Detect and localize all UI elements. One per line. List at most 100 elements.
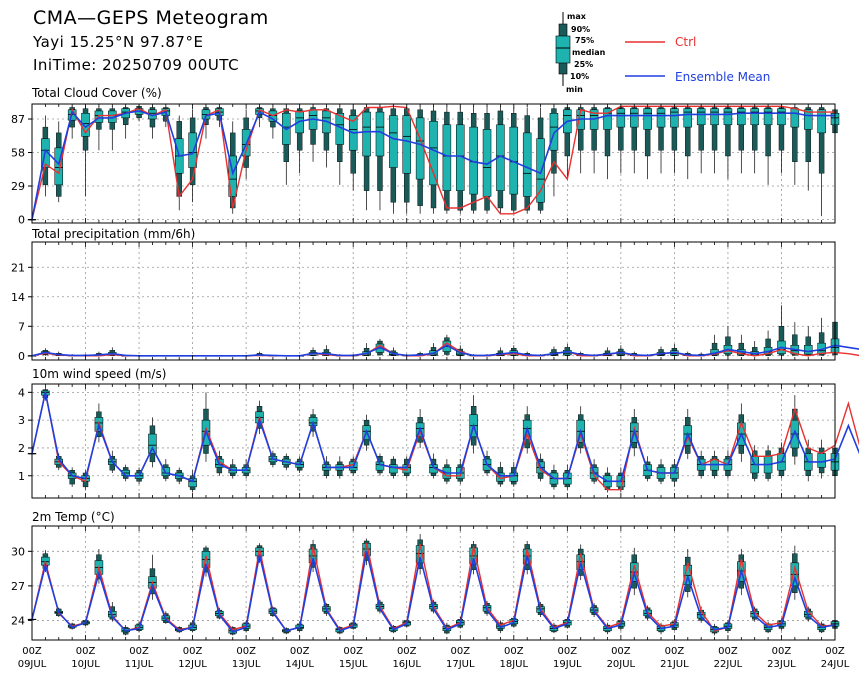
box-plot xyxy=(616,345,626,356)
mean-line xyxy=(31,110,835,220)
box-p25-p75 xyxy=(603,108,612,130)
box-plot xyxy=(536,107,545,214)
panel-title: Total Cloud Cover (%) xyxy=(31,86,162,100)
box-p25-p75 xyxy=(549,112,559,151)
box-p25-p75 xyxy=(696,108,706,126)
box-plot xyxy=(81,106,90,197)
legend-max-label: max xyxy=(567,12,587,21)
x-tick-label-date: 21JUL xyxy=(660,659,689,670)
box-p10-p90 xyxy=(792,107,798,162)
box-plot xyxy=(670,343,679,356)
y-tick-label: 27 xyxy=(11,580,25,593)
box-p25-p75 xyxy=(777,108,786,126)
x-tick-label-time: 00Z xyxy=(236,646,256,657)
x-tick-label-date: 16JUL xyxy=(392,659,421,670)
box-p10-p90 xyxy=(752,107,758,151)
box-p25-p75 xyxy=(803,345,813,355)
x-tick-label-time: 00Z xyxy=(772,646,792,657)
y-tick-label: 14 xyxy=(11,291,25,304)
box-plot xyxy=(322,106,331,168)
x-tick-label-time: 00Z xyxy=(558,646,578,657)
box-plot xyxy=(576,544,585,581)
box-p10-p90 xyxy=(818,107,825,174)
box-p25-p75 xyxy=(442,124,452,191)
x-tick-label-date: 18JUL xyxy=(500,659,529,670)
box-plot xyxy=(94,106,104,151)
box-p25-p75 xyxy=(750,108,759,126)
legend: max 90% 75% median 25% 10% min Ctrl Ense… xyxy=(555,12,770,94)
legend-ctrl-label: Ctrl xyxy=(675,35,696,49)
box-p25-p75 xyxy=(362,111,371,157)
x-tick-label-date: 20JUL xyxy=(607,659,636,670)
y-tick-label: 0 xyxy=(18,214,25,227)
y-tick-label: 30 xyxy=(11,545,25,558)
box-plot xyxy=(656,106,666,174)
box-plot xyxy=(549,106,559,197)
box-plot xyxy=(282,106,291,185)
box-plot xyxy=(402,106,411,214)
x-tick-label-time: 00Z xyxy=(611,646,631,657)
box-p10-p90 xyxy=(631,107,637,151)
x-tick-label-date: 23JUL xyxy=(767,659,796,670)
y-tick-label: 29 xyxy=(11,180,25,193)
panels: Total Cloud Cover (%) 0 29 58 87 Total precip… xyxy=(11,86,859,641)
box-p25-p75 xyxy=(670,108,679,128)
box-plot xyxy=(710,106,719,174)
box-p25-p75 xyxy=(803,109,813,130)
box-plot xyxy=(41,115,50,197)
box-plot xyxy=(108,106,117,151)
y-tick-label: 0 xyxy=(18,350,25,363)
box-plot xyxy=(148,106,157,139)
box-plot xyxy=(415,106,425,214)
box-plot xyxy=(723,106,733,180)
box-plot xyxy=(790,545,800,600)
x-tick-label-date: 09JUL xyxy=(18,659,47,670)
panel-title: 2m Temp (°C) xyxy=(32,510,115,524)
box-plot xyxy=(161,459,171,482)
box-plot xyxy=(41,550,50,573)
box-plot xyxy=(576,106,585,174)
mean-line xyxy=(31,551,836,633)
panel-2: 10m wind speed (m/s) 1 2 3 4 xyxy=(18,367,859,499)
x-tick-label-time: 00Z xyxy=(397,646,417,657)
box-p25-p75 xyxy=(415,117,425,180)
panel-0: Total Cloud Cover (%) 0 29 58 87 xyxy=(11,86,840,227)
location-label: Yayi 15.25°N 97.87°E xyxy=(32,33,203,51)
box-plot xyxy=(362,106,371,211)
x-tick-label-date: 13JUL xyxy=(232,659,261,670)
panel-title: 10m wind speed (m/s) xyxy=(32,367,166,381)
box-plot xyxy=(429,106,438,214)
legend-p90-label: 90% xyxy=(571,25,590,34)
box-plot xyxy=(750,106,759,174)
box-p25-p75 xyxy=(389,115,398,168)
box-plot xyxy=(817,439,826,479)
x-tick-label-date: 15JUL xyxy=(339,659,368,670)
legend-median-label: median xyxy=(572,48,606,57)
box-plot xyxy=(442,106,452,214)
box-p10-p90 xyxy=(685,107,691,157)
box-plot xyxy=(148,417,157,468)
box-plot xyxy=(803,106,813,191)
y-tick-label: 21 xyxy=(11,261,25,274)
box-plot xyxy=(737,106,746,174)
legend-box-inner xyxy=(555,35,571,64)
y-tick-label: 7 xyxy=(18,320,25,333)
box-p25-p75 xyxy=(817,109,826,134)
init-time-label: IniTime: 20250709 00UTC xyxy=(33,56,239,74)
box-plot xyxy=(790,106,800,185)
x-tick-label-date: 24JUL xyxy=(821,659,850,670)
box-plot xyxy=(777,106,786,174)
box-p25-p75 xyxy=(54,147,64,186)
box-p25-p75 xyxy=(790,108,800,128)
legend-p25-label: 25% xyxy=(574,60,593,69)
legend-p75-label: 75% xyxy=(575,36,594,45)
legend-min-label: min xyxy=(566,85,583,94)
box-p25-p75 xyxy=(710,108,719,126)
box-plot xyxy=(188,109,197,203)
y-tick-label: 87 xyxy=(11,113,25,126)
box-plot xyxy=(121,106,130,139)
mean-line xyxy=(31,344,859,357)
box-p25-p75 xyxy=(389,464,398,474)
